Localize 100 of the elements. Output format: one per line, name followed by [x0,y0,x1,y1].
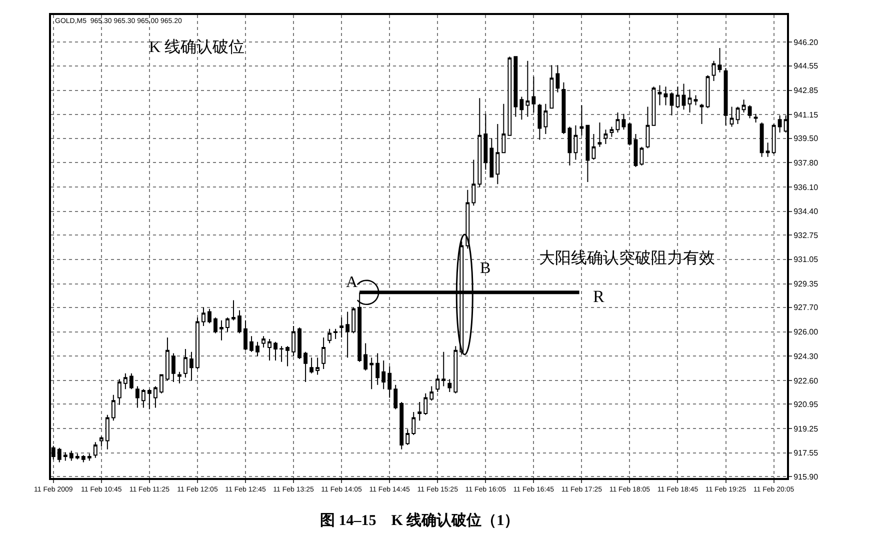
candlestick [238,310,242,334]
candlestick [208,308,212,324]
candlestick [388,366,392,398]
candlestick [99,436,104,447]
candlestick [670,92,674,116]
candlestick [202,306,206,327]
candlestick [442,351,446,387]
candlestick [766,142,770,158]
candlestick [328,328,332,344]
candlestick [340,316,344,338]
candlestick [658,84,662,106]
candlestick [574,124,578,160]
candlestick [232,300,236,321]
y-tick-label: 926.00 [794,328,819,337]
candlestick [550,64,554,109]
candlestick [622,113,626,130]
candlestick [562,82,566,134]
candlestick [688,89,692,113]
candlestick [778,114,782,134]
candlestick [280,346,284,362]
candlestick [748,104,752,119]
candlestick [196,316,200,370]
candlestick [75,453,80,460]
candlestick [382,360,386,390]
candlestick [159,374,164,394]
candlestick [274,341,278,361]
candlestick [742,99,746,113]
candlestick [81,454,86,463]
text: 图 14–15 K 线确认破位（1） [320,512,520,529]
candlestick [520,96,524,120]
candlestick [298,326,302,360]
candlestick [105,414,110,450]
y-tick-label: 929.35 [794,280,819,289]
candlestick [448,378,452,392]
candlestick [286,346,290,367]
candlestick [604,129,608,145]
candlestick [135,386,140,408]
candlestick [760,122,764,158]
candlestick [111,394,116,422]
candlestick [352,306,356,334]
y-tick-label: 924.30 [794,352,819,361]
candlestick [586,124,590,182]
y-tick-label: 932.75 [794,230,819,240]
annotation: A [346,274,358,291]
candlestick [544,103,548,134]
candlestick [268,338,272,361]
candlestick [376,352,380,386]
candlestick [754,113,758,124]
y-tick-label: 942.85 [794,86,819,96]
y-tick-label: 934.40 [794,207,819,216]
candlestick [424,392,428,416]
candlestick [69,450,74,462]
candlestick [364,342,368,371]
candlestick [250,336,254,352]
y-tick-label: 919.25 [794,424,819,434]
candlestick [478,98,482,188]
candlestick [93,442,98,458]
candlestick [370,357,374,390]
y-tick-label: 936.10 [794,182,819,192]
y-tick-label: 946.20 [794,38,819,48]
annotation: B [480,260,491,277]
y-tick-label: 937.80 [794,158,819,168]
candlestick [117,378,122,406]
candlestick [502,103,506,154]
candlestick [436,374,440,392]
candlestick [244,320,248,351]
candlestick [580,104,584,136]
candlestick [418,402,422,422]
candlestick [772,123,776,155]
y-tick-label: 931.05 [794,255,819,264]
candlestick [628,122,632,146]
candlestick [556,64,560,93]
candlestick [178,371,182,384]
candlestick [526,60,530,118]
candlestick [484,113,488,170]
candlestick [598,122,602,148]
candlestick [568,126,572,166]
candlestick [466,189,470,250]
y-tick-label: 917.55 [794,448,819,458]
y-tick-label: 939.50 [794,134,819,144]
y-tick-label: 944.55 [794,62,819,71]
candlestick [129,372,134,390]
candlestick [472,159,476,206]
candlestick [676,86,680,109]
series-label: R [593,287,605,306]
annotation: K 线确认破位 [149,38,245,56]
candlestick [141,388,146,408]
candlestick [226,316,230,332]
y-tick-label: 915.90 [794,472,819,482]
candlestick [190,351,194,382]
candlestick [694,94,698,106]
candlestick [616,112,620,134]
candlestick [400,402,404,450]
candlestick [532,76,536,113]
y-tick-label: 922.60 [794,376,819,386]
y-tick-label: 927.70 [794,303,819,312]
candlestick [634,133,638,168]
annotation: 大阳线确认突破阻力有效 [539,249,715,267]
candlestick [514,56,518,118]
candlestick [165,337,170,382]
